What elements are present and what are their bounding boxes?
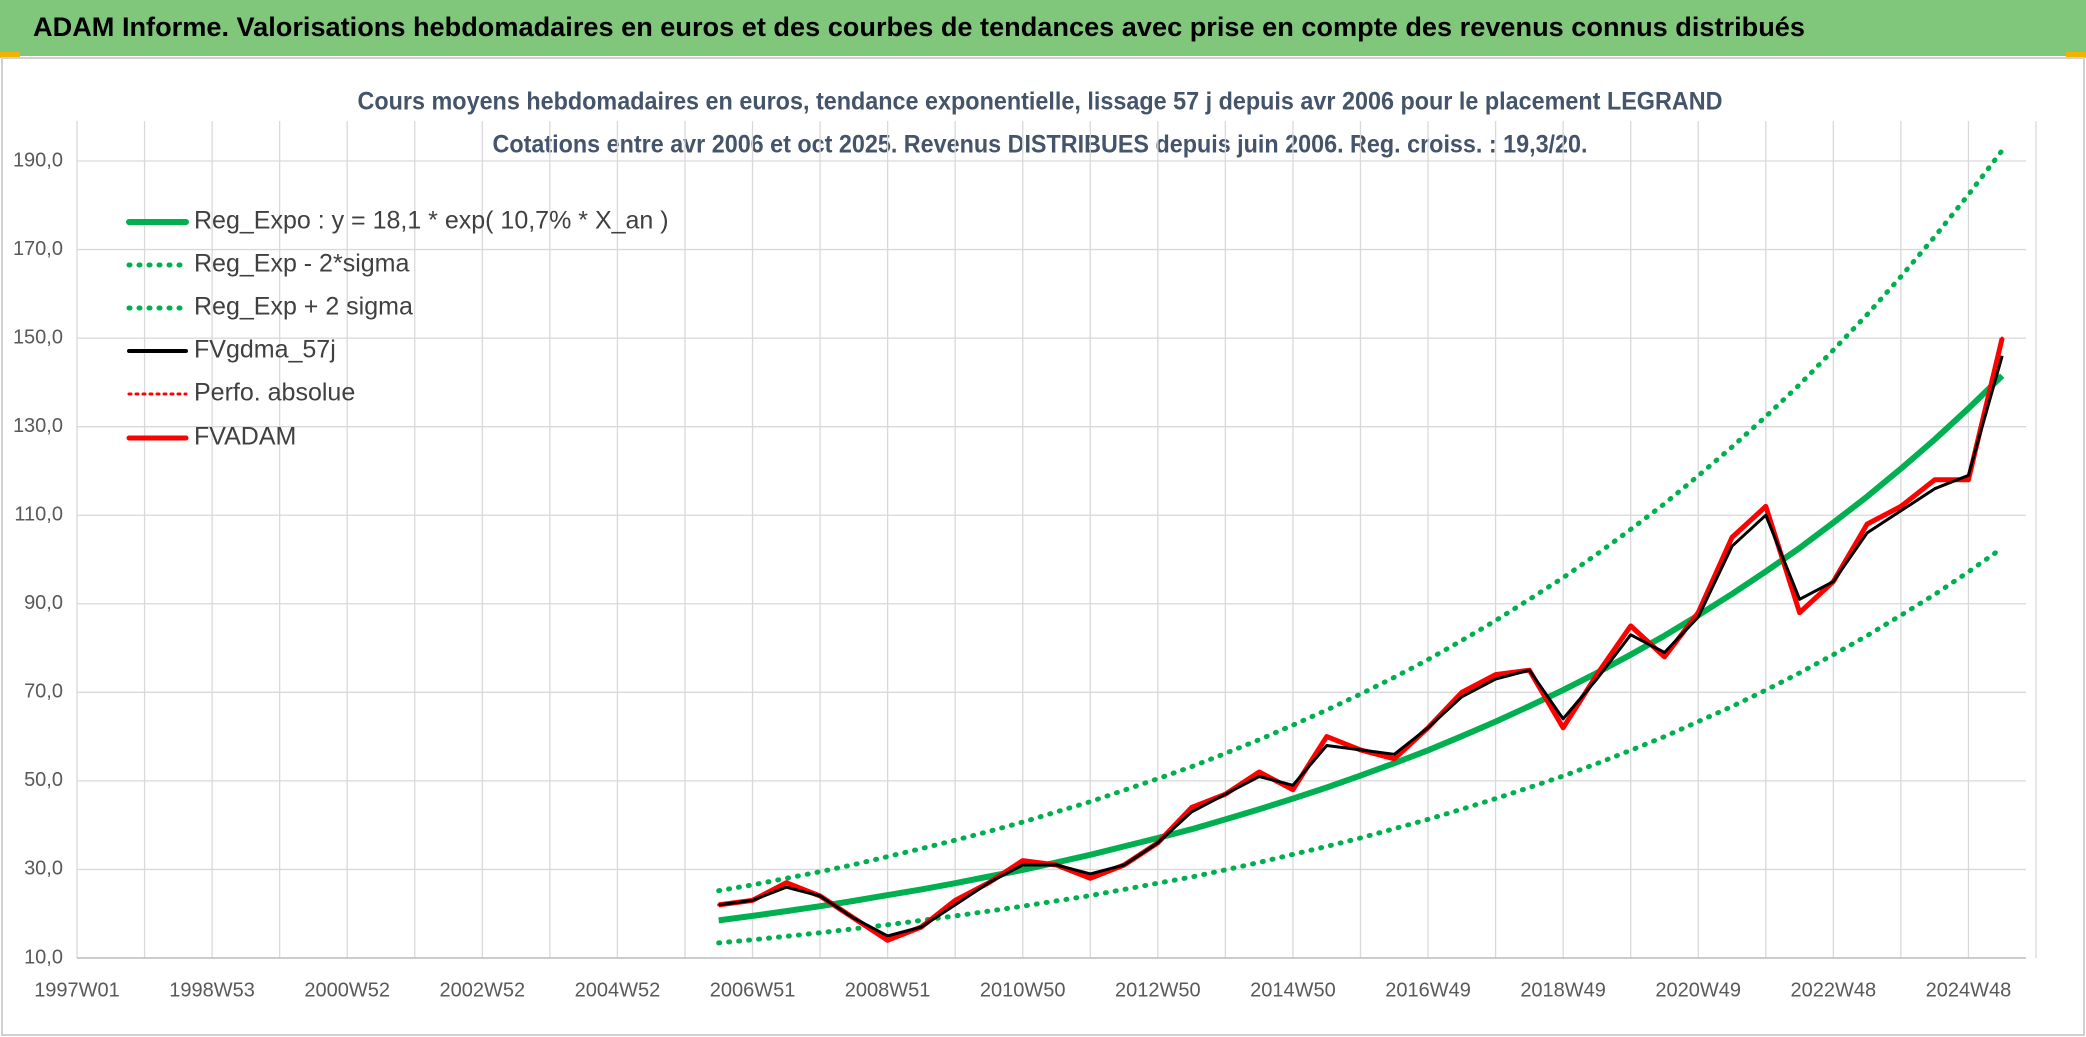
y-tick-label: 90,0	[24, 592, 63, 614]
corner	[0, 52, 20, 58]
y-tick-label: 70,0	[24, 681, 63, 703]
x-tick-label: 2010W50	[980, 979, 1066, 1001]
series-line	[716, 147, 2005, 894]
x-tick-label: 2014W50	[1250, 979, 1336, 1001]
y-tick-label: 190,0	[13, 149, 63, 171]
x-tick-label: 1998W53	[169, 979, 255, 1001]
legend-label: Reg_Exp - 2*sigma	[194, 250, 409, 278]
y-tick-label: 10,0	[24, 946, 63, 968]
frame	[1, 57, 2085, 1036]
y-tick-label: 30,0	[24, 858, 63, 880]
y-tick-label: 150,0	[13, 326, 63, 348]
x-tick-label: 2016W49	[1385, 979, 1471, 1001]
x-tick-label: 2002W52	[439, 979, 525, 1001]
legend-label: Perfo. absolue	[194, 379, 355, 407]
y-tick-label: 170,0	[13, 238, 63, 260]
y-tick-label: 110,0	[14, 504, 63, 526]
series-line	[718, 373, 2005, 924]
legend-label: Reg_Exp + 2 sigma	[194, 293, 413, 321]
x-tick-label: 2008W51	[845, 979, 931, 1001]
legend-label: FVgdma_57j	[194, 336, 336, 364]
x-tick-label: 2022W48	[1791, 979, 1877, 1001]
x-tick-label: 2020W49	[1655, 979, 1741, 1001]
y-tick-label: 130,0	[13, 415, 63, 437]
x-tick-label: 2024W48	[1926, 979, 2012, 1001]
x-tick-label: 2018W49	[1520, 979, 1606, 1001]
corner	[2066, 52, 2086, 58]
x-tick-label: 2000W52	[304, 979, 390, 1001]
legend-label: Reg_Expo : y = 18,1 * exp( 10,7% * X_an …	[194, 207, 669, 235]
x-tick-label: 1997W01	[34, 979, 120, 1001]
x-tick-label: 2004W52	[575, 979, 661, 1001]
series-line	[718, 355, 2004, 938]
legend-label: FVADAM	[194, 423, 296, 451]
x-tick-label: 2006W51	[710, 979, 796, 1001]
header-title: ADAM Informe. Valorisations hebdomadaire…	[33, 12, 1805, 42]
chart-title: Cours moyens hebdomadaires en euros, ten…	[358, 88, 1723, 116]
series-line	[716, 545, 2005, 946]
chart-subtitle: Cotations entre avr 2006 et oct 2025. Re…	[493, 131, 1588, 159]
y-tick-label: 50,0	[24, 769, 63, 791]
header-bar	[0, 0, 2086, 56]
x-tick-label: 2012W50	[1115, 979, 1201, 1001]
